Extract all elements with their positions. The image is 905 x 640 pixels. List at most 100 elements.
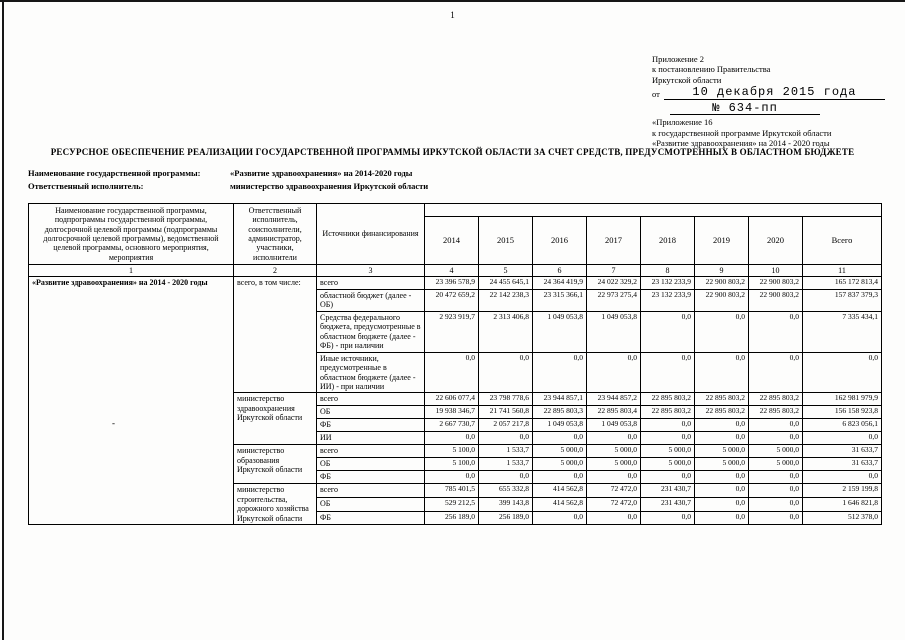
value-cell: 231 430,7 bbox=[640, 496, 695, 512]
value-cell: 24 364 419,9 bbox=[532, 276, 587, 290]
value-cell: 1 646 821,8 bbox=[802, 496, 882, 512]
value-cell: 0,0 bbox=[802, 351, 882, 394]
value-cell: 414 562,8 bbox=[532, 496, 587, 512]
value-cell: 0,0 bbox=[694, 496, 749, 512]
value-cell: 0,0 bbox=[478, 431, 533, 446]
executor-cell: министерство образования Иркутской облас… bbox=[233, 444, 317, 485]
value-cell: 22 900 803,2 bbox=[694, 276, 749, 290]
value-cell: 0,0 bbox=[640, 431, 695, 446]
value-cell: 5 000,0 bbox=[748, 444, 803, 459]
appendix-line: «Приложение 16 bbox=[652, 117, 713, 128]
funding-source-cell: всего bbox=[316, 392, 425, 407]
table-row: ОБ 5 100,0 1 533,7 5 000,0 5 000,0 5 000,0 5 0… bbox=[29, 457, 882, 472]
value-cell: 22 900 803,2 bbox=[748, 276, 803, 290]
table-row: министерство образования Иркутской облас… bbox=[29, 444, 882, 485]
value-cell: 72 472,0 bbox=[586, 496, 641, 512]
value-cell: 0,0 bbox=[802, 431, 882, 446]
executor-cell: министерство строительства, дорожного хо… bbox=[233, 483, 317, 526]
funding-source-cell: всего bbox=[316, 276, 425, 290]
header-executor-column: Ответственный исполнитель, соисполнители… bbox=[233, 203, 317, 265]
value-cell: 19 938 346,7 bbox=[424, 405, 479, 420]
appendix-from-label: от bbox=[652, 89, 660, 100]
value-cell: 22 900 803,2 bbox=[694, 289, 749, 312]
value-cell: 0,0 bbox=[424, 470, 479, 485]
program-name-value: «Развитие здравоохранения» на 2014-2020 … bbox=[230, 168, 413, 178]
funding-source-cell: ОБ bbox=[316, 496, 425, 512]
scan-edge-left bbox=[2, 0, 4, 640]
value-cell: 0,0 bbox=[748, 351, 803, 394]
value-cell: 22 142 238,3 bbox=[478, 289, 533, 312]
funding-source-cell: Средства федерального бюджета, предусмот… bbox=[316, 310, 425, 353]
table-row: областной бюджет (далее - ОБ) 20 472 659,… bbox=[29, 289, 882, 312]
value-cell: 0,0 bbox=[694, 310, 749, 353]
value-cell: 0,0 bbox=[748, 510, 803, 526]
value-cell: 23 396 578,9 bbox=[424, 276, 479, 290]
value-cell: 256 189,0 bbox=[478, 510, 533, 526]
value-cell: 1 533,7 bbox=[478, 457, 533, 472]
value-cell: 0,0 bbox=[694, 418, 749, 433]
column-number: 8 bbox=[640, 264, 695, 277]
value-cell: 23 944 857,2 bbox=[586, 392, 641, 407]
value-cell: 5 000,0 bbox=[532, 444, 587, 459]
value-cell: 24 022 329,2 bbox=[586, 276, 641, 290]
finance-table-wrap: Наименование государственной программы, … bbox=[28, 203, 882, 526]
value-cell: 2 923 919,7 bbox=[424, 310, 479, 353]
executor-label: Ответственный исполнитель: bbox=[28, 180, 144, 191]
table-row: ФБ 256 189,0 256 189,0 0,0 0,0 0,0 0,0 0,0 512 3… bbox=[29, 510, 882, 526]
value-cell: 5 000,0 bbox=[586, 457, 641, 472]
value-cell: 31 633,7 bbox=[802, 457, 882, 472]
value-cell: 5 100,0 bbox=[424, 457, 479, 472]
value-cell: 0,0 bbox=[532, 431, 587, 446]
funding-source-cell: Иные источники, предусмотренные в област… bbox=[316, 351, 425, 394]
funding-source-cell: ОБ bbox=[316, 405, 425, 420]
appendix-line: к постановлению Правительства bbox=[652, 64, 771, 75]
header-total: Всего bbox=[802, 216, 882, 265]
funding-source-cell: всего bbox=[316, 483, 425, 498]
value-cell: 0,0 bbox=[748, 483, 803, 498]
appendix-date-value: 10 декабря 2015 года bbox=[663, 86, 885, 100]
table-header-row: Наименование государственной программы, … bbox=[28, 203, 882, 265]
value-cell: 0,0 bbox=[640, 351, 695, 394]
value-cell: 23 944 857,1 bbox=[532, 392, 587, 407]
appendix-line: к государственной программе Иркутской об… bbox=[652, 127, 832, 138]
table-row: министерство здравоохранения Иркутской о… bbox=[29, 392, 882, 446]
value-cell: 414 562,8 bbox=[532, 483, 587, 498]
appendix-line: Иркутской области bbox=[652, 74, 722, 85]
value-cell: 0,0 bbox=[640, 510, 695, 526]
column-number: 4 bbox=[424, 264, 479, 277]
column-number: 3 bbox=[316, 264, 425, 277]
value-cell: 1 049 053,8 bbox=[586, 418, 641, 433]
value-cell: 0,0 bbox=[640, 418, 695, 433]
table-row: Иные источники, предусмотренные в област… bbox=[29, 351, 882, 394]
value-cell: 0,0 bbox=[586, 510, 641, 526]
value-cell: 0,0 bbox=[748, 496, 803, 512]
header-year: 2018 bbox=[640, 216, 695, 265]
header-sources-column: Источники финансирования bbox=[316, 203, 425, 265]
page-number: 1 bbox=[450, 10, 455, 20]
table-row: ФБ 0,0 0,0 0,0 0,0 0,0 0,0 0,0 0,0 bbox=[29, 470, 882, 485]
value-cell: 0,0 bbox=[694, 431, 749, 446]
value-cell: 2 313 406,8 bbox=[478, 310, 533, 353]
value-cell: 5 100,0 bbox=[424, 444, 479, 459]
value-cell: 5 000,0 bbox=[694, 457, 749, 472]
value-cell: 0,0 bbox=[640, 310, 695, 353]
value-cell: 0,0 bbox=[748, 418, 803, 433]
value-cell: 22 895 803,3 bbox=[532, 405, 587, 420]
meta-program-row: Наименование государственной программы: … bbox=[28, 167, 428, 180]
value-cell: 0,0 bbox=[802, 470, 882, 485]
value-cell: 22 606 077,4 bbox=[424, 392, 479, 407]
value-cell: 22 900 803,2 bbox=[748, 289, 803, 312]
value-cell: 0,0 bbox=[694, 351, 749, 394]
appendix-decree-number: № 634-пп bbox=[670, 102, 820, 116]
value-cell: 22 895 803,4 bbox=[586, 405, 641, 420]
table-row: ОБ 19 938 346,7 21 741 560,8 22 895 803,3 22… bbox=[29, 405, 882, 420]
header-year: 2015 bbox=[478, 216, 533, 265]
value-cell: 0,0 bbox=[748, 470, 803, 485]
value-cell: 0,0 bbox=[748, 431, 803, 446]
header-year: 2020 bbox=[748, 216, 803, 265]
value-cell: 23 315 366,1 bbox=[532, 289, 587, 312]
column-number: 2 bbox=[233, 264, 317, 277]
value-cell: 529 212,5 bbox=[424, 496, 479, 512]
value-cell: 256 189,0 bbox=[424, 510, 479, 526]
